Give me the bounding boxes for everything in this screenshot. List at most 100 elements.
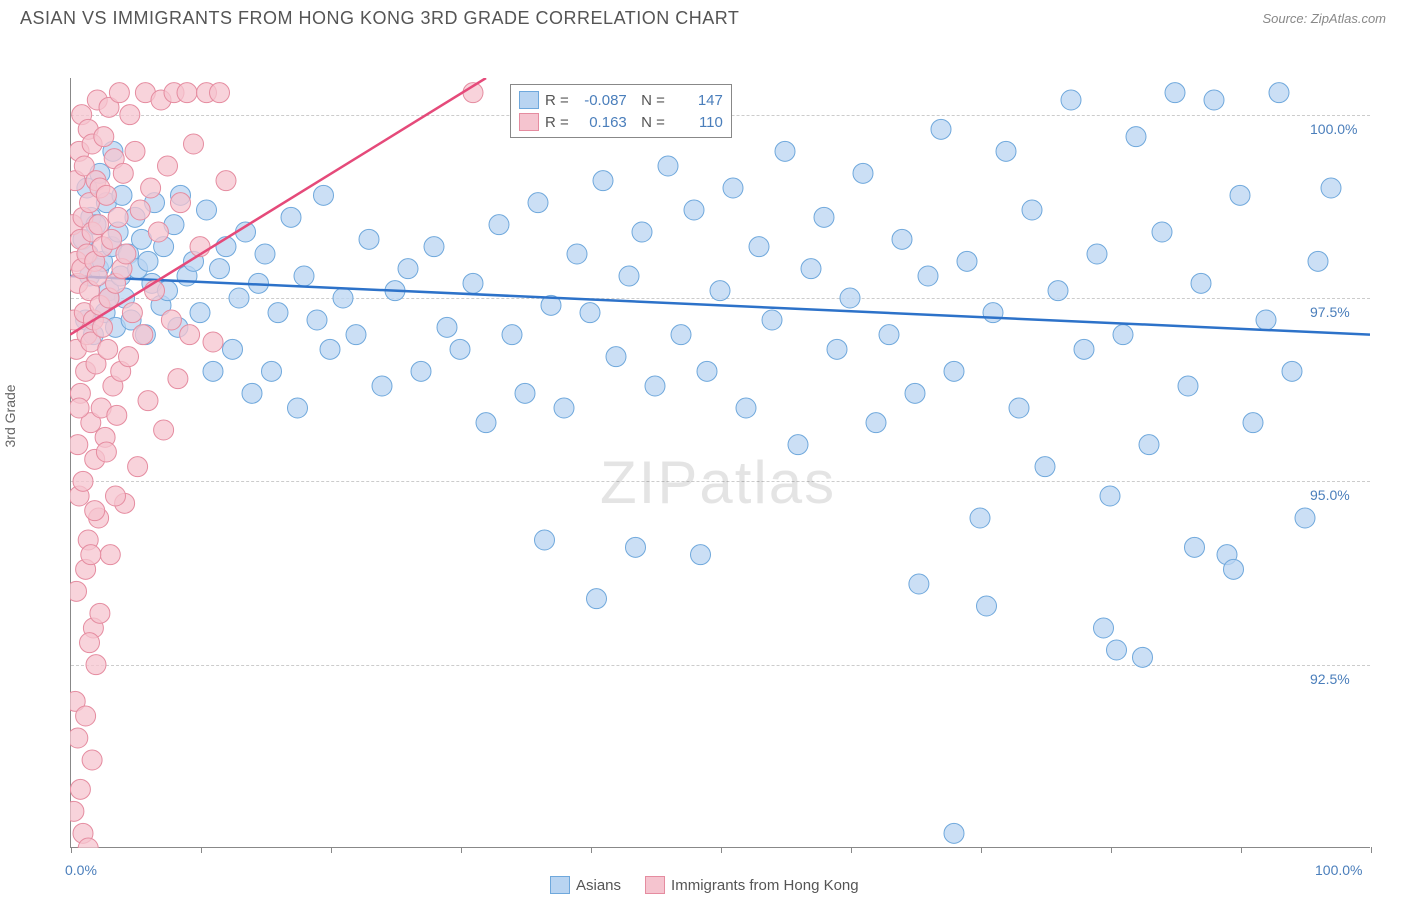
data-point (1178, 376, 1198, 396)
data-point (109, 83, 129, 103)
data-point (535, 530, 555, 550)
stat-r-label: R = (545, 114, 569, 131)
data-point (1269, 83, 1289, 103)
data-point (801, 259, 821, 279)
data-point (120, 105, 140, 125)
chart-container: 3rd Grade 92.5%95.0%97.5%100.0%0.0%100.0… (20, 33, 1390, 908)
legend-stats-row: R =-0.087 N =147 (519, 89, 723, 111)
data-point (96, 442, 116, 462)
data-point (775, 141, 795, 161)
data-point (216, 171, 236, 191)
data-point (788, 435, 808, 455)
data-point (168, 369, 188, 389)
data-point (288, 398, 308, 418)
data-point (1308, 251, 1328, 271)
data-point (1204, 90, 1224, 110)
x-axis-label-left: 0.0% (65, 862, 97, 878)
data-point (1224, 559, 1244, 579)
data-point (723, 178, 743, 198)
data-point (1282, 361, 1302, 381)
data-point (489, 215, 509, 235)
data-point (116, 244, 136, 264)
data-point (957, 251, 977, 271)
data-point (125, 141, 145, 161)
chart-source: Source: ZipAtlas.com (1262, 11, 1386, 26)
data-point (96, 185, 116, 205)
data-point (1230, 185, 1250, 205)
stat-n-value: 110 (671, 114, 723, 131)
data-point (119, 347, 139, 367)
data-point (113, 163, 133, 183)
legend-item: Immigrants from Hong Kong (645, 876, 859, 894)
data-point (1061, 90, 1081, 110)
x-tick (1371, 847, 1372, 853)
data-point (645, 376, 665, 396)
data-point (180, 325, 200, 345)
data-point (81, 545, 101, 565)
stat-r-value: -0.087 (575, 92, 627, 109)
data-point (86, 655, 106, 675)
data-point (161, 310, 181, 330)
data-point (102, 229, 122, 249)
data-point (133, 325, 153, 345)
data-point (684, 200, 704, 220)
data-point (70, 801, 84, 821)
data-point (437, 317, 457, 337)
data-point (1139, 435, 1159, 455)
data-point (909, 574, 929, 594)
data-point (762, 310, 782, 330)
data-point (70, 581, 87, 601)
legend-swatch (519, 91, 539, 109)
data-point (268, 303, 288, 323)
legend-label: Asians (576, 877, 621, 894)
data-point (128, 457, 148, 477)
data-point (106, 486, 126, 506)
stat-r-value: 0.163 (575, 114, 627, 131)
data-point (87, 266, 107, 286)
data-point (148, 222, 168, 242)
data-point (554, 398, 574, 418)
data-point (463, 273, 483, 293)
data-point (108, 207, 128, 227)
data-point (70, 779, 90, 799)
data-point (255, 244, 275, 264)
chart-header: ASIAN VS IMMIGRANTS FROM HONG KONG 3RD G… (0, 0, 1406, 33)
data-point (223, 339, 243, 359)
data-point (736, 398, 756, 418)
x-axis-label-right: 100.0% (1315, 862, 1362, 878)
data-point (424, 237, 444, 257)
data-point (203, 361, 223, 381)
legend-item: Asians (550, 876, 621, 894)
data-point (515, 383, 535, 403)
data-point (197, 200, 217, 220)
data-point (619, 266, 639, 286)
data-point (827, 339, 847, 359)
data-point (1165, 83, 1185, 103)
data-point (1022, 200, 1042, 220)
data-point (944, 361, 964, 381)
data-point (76, 706, 96, 726)
data-point (73, 471, 93, 491)
data-point (122, 303, 142, 323)
data-point (814, 207, 834, 227)
data-point (1295, 508, 1315, 528)
data-point (158, 156, 178, 176)
y-axis-label: 3rd Grade (2, 384, 18, 447)
data-point (70, 728, 88, 748)
scatter-svg (70, 78, 1370, 848)
stat-r-label: R = (545, 92, 569, 109)
data-point (281, 207, 301, 227)
data-point (138, 251, 158, 271)
data-point (593, 171, 613, 191)
data-point (749, 237, 769, 257)
data-point (1133, 647, 1153, 667)
data-point (100, 545, 120, 565)
data-point (1185, 537, 1205, 557)
data-point (80, 633, 100, 653)
data-point (905, 383, 925, 403)
data-point (918, 266, 938, 286)
stat-n-value: 147 (671, 92, 723, 109)
legend-swatch (519, 113, 539, 131)
data-point (1094, 618, 1114, 638)
data-point (130, 200, 150, 220)
